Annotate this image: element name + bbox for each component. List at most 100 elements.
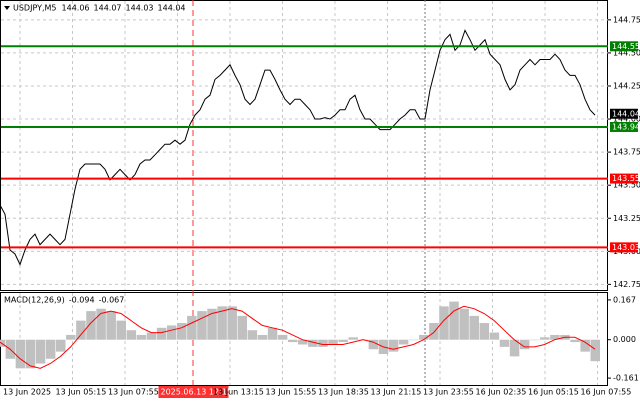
macd-bar — [499, 339, 510, 347]
macd-bar — [590, 339, 600, 362]
macd-bar — [419, 334, 429, 340]
macd-bar — [540, 337, 550, 340]
macd-bar — [116, 320, 127, 340]
ohlc-value: 144.07 — [94, 4, 122, 13]
y-tick-label: 144.25 — [613, 81, 640, 90]
macd-bar — [277, 334, 288, 340]
x-tick-label: 13 Jun 21:15 — [371, 388, 422, 397]
macd-bar — [146, 332, 157, 340]
symbol: USDJPY,M5 — [13, 4, 57, 13]
macd-bar — [45, 339, 56, 359]
y-tick-label: 143.75 — [613, 148, 640, 157]
y-tick-label: 144.00 — [613, 115, 640, 124]
macd-bar — [267, 327, 278, 340]
macd-bar — [247, 330, 258, 340]
macd-bar — [187, 315, 197, 340]
x-tick-label: 13 Jun 15:55 — [266, 388, 317, 397]
macd-bar — [197, 311, 207, 340]
macd-bar — [35, 339, 46, 364]
macd-bar — [550, 334, 560, 340]
macd-bar — [166, 325, 177, 340]
level-label: 144.55 — [612, 42, 640, 51]
level-label: 143.55 — [612, 174, 640, 183]
macd-bar — [479, 323, 490, 340]
macd-bar — [348, 337, 358, 340]
ohlc-value: 144.04 — [158, 4, 186, 13]
level-label: 143.03 — [612, 243, 640, 252]
macd-bar — [237, 315, 248, 340]
macd-reading: -0.094 — [69, 296, 95, 305]
macd-bar — [15, 339, 26, 369]
macd-frame — [0, 292, 608, 386]
macd-bar — [338, 339, 348, 343]
macd-bar — [56, 339, 66, 352]
price-tag — [610, 108, 638, 119]
macd-bar — [408, 339, 419, 341]
x-tick-label: 13 Jun 2025 — [3, 388, 51, 397]
level-tag — [610, 242, 638, 253]
macd-bar — [439, 306, 449, 340]
y-tick-label: 144.75 — [613, 15, 640, 24]
y-tick-label: 143.50 — [613, 181, 640, 190]
y-tick-label: 0.167 — [613, 295, 636, 304]
macd-bar — [570, 339, 580, 343]
macd-bar — [257, 334, 268, 340]
macd-bar — [96, 308, 106, 340]
x-tick-label: 13 Jun 05:15 — [56, 388, 107, 397]
macd-bar — [86, 311, 96, 340]
macd-bar — [328, 339, 338, 345]
y-tick-label: 143.25 — [613, 214, 640, 223]
macd-bar — [318, 339, 328, 347]
macd-bar — [449, 301, 459, 340]
y-tick-label: 142.75 — [613, 280, 640, 289]
macd-bar — [509, 339, 520, 357]
price-line — [0, 29, 596, 266]
macd-bar — [298, 339, 308, 345]
macd-reading: -0.067 — [99, 296, 125, 305]
ohlc-value: 144.06 — [62, 4, 90, 13]
macd-bar — [217, 306, 227, 340]
macd-bar — [156, 327, 167, 340]
signal-line — [0, 305, 596, 369]
x-tick-label: 13 Jun 13:15 — [213, 388, 264, 397]
price-label: 144.04 — [612, 109, 640, 118]
macd-bar — [519, 339, 530, 350]
x-tick-label: 2025.06.13 12:15 — [161, 388, 232, 397]
macd-bar — [25, 339, 36, 369]
macd-bar — [429, 323, 439, 340]
ohlc-value: 144.03 — [126, 4, 154, 13]
level-label: 143.94 — [612, 122, 640, 131]
x-label-highlight — [158, 386, 229, 398]
macd-bar — [207, 308, 217, 340]
y-tick-label: 144.50 — [613, 48, 640, 57]
level-tag — [610, 173, 638, 184]
main-frame — [0, 0, 608, 291]
macd-bar — [308, 339, 318, 347]
macd-bar — [398, 339, 409, 345]
x-tick-label: 13 Jun 23:55 — [423, 388, 474, 397]
x-tick-label: 13 Jun 18:35 — [318, 388, 369, 397]
macd-bar — [580, 339, 590, 352]
macd-bar — [489, 332, 500, 340]
dropdown-icon — [4, 6, 10, 10]
macd-bar — [136, 334, 147, 340]
x-tick-label: 16 Jun 05:15 — [528, 388, 579, 397]
level-tag — [610, 121, 638, 132]
macd-bar — [76, 320, 86, 340]
macd-bar — [388, 339, 399, 352]
macd-title: MACD(12,26,9) — [4, 296, 65, 305]
y-tick-label: -0.161 — [613, 374, 639, 383]
macd-bar — [106, 311, 116, 340]
macd-bar — [287, 339, 298, 343]
macd-bar — [66, 334, 76, 340]
macd-bar — [227, 306, 237, 340]
macd-bar — [469, 315, 479, 340]
macd-bar — [529, 339, 540, 341]
level-tag — [610, 41, 638, 52]
macd-bar — [459, 308, 469, 340]
y-tick-label: 0.000 — [613, 335, 636, 344]
x-tick-label: 13 Jun 07:55 — [108, 388, 159, 397]
x-tick-label: 16 Jun 02:35 — [476, 388, 527, 397]
macd-bar — [368, 339, 379, 350]
